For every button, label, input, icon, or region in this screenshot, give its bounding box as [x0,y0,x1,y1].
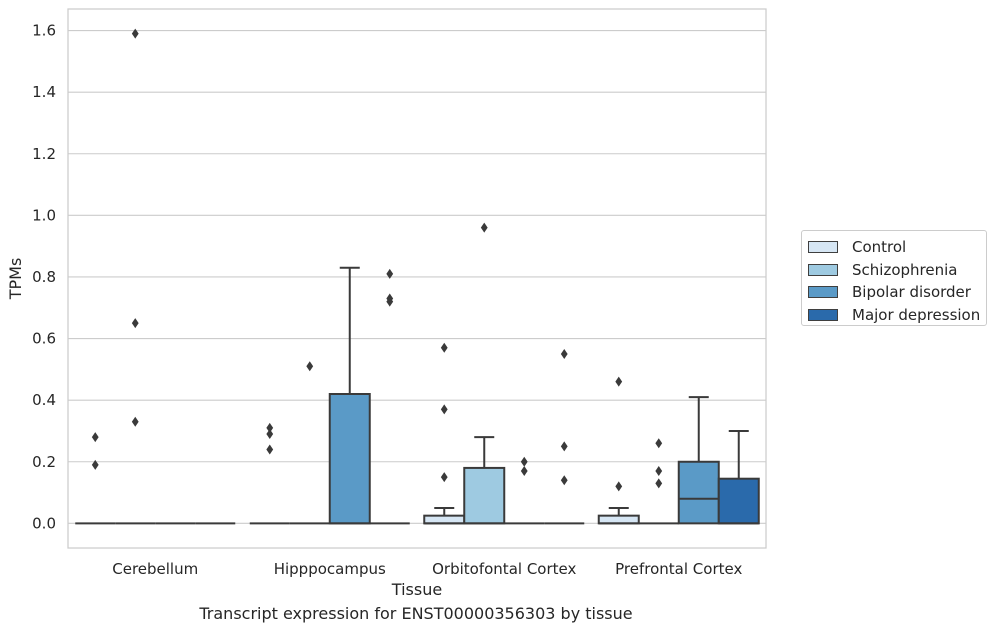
y-tick-label: 1.0 [32,206,56,224]
box-mark [328,266,371,525]
y-tick-labels: 0.0 0.2 0.4 0.6 0.8 1.0 1.2 1.4 1.6 [32,22,56,533]
outlier-point [520,456,528,467]
outlier-point [615,481,623,492]
outlier-point [131,318,139,329]
legend-swatch-control [808,241,838,254]
outlier-point [440,342,448,353]
x-axis-label: Tissue [391,580,442,599]
plot-background [68,9,766,548]
plot-frame [67,8,767,549]
box-mark [369,268,410,525]
legend-item-schizophrenia: Schizophrenia [808,259,986,282]
series-schizophrenia [115,28,679,525]
outlier-point [615,376,623,387]
box-mark [289,361,330,525]
box-body [597,514,640,525]
y-axis-label: TPMs [6,258,25,301]
box-mark [75,432,116,525]
box-mark [544,348,585,525]
legend-label-control: Control [852,238,907,257]
legend-label-bipolar: Bipolar disorder [852,283,971,302]
y-tick-label: 0.8 [32,268,56,286]
x-tick-label: Orbitofontal Cortex [432,560,576,578]
legend-label-major-depression: Major depression [852,305,981,324]
box-mark [504,456,545,525]
outlier-point [560,348,568,359]
box-mark [717,429,760,525]
grid-lines [68,30,766,524]
legend: Control Schizophrenia Bipolar disorder M… [801,230,987,326]
box-mark [677,396,720,525]
box-body [423,514,466,525]
figure-caption: Transcript expression for ENST0000035630… [199,604,633,623]
y-tick-label: 0.6 [32,330,56,348]
y-tick-label: 1.4 [32,83,56,101]
y-tick-label: 0.4 [32,391,56,409]
outlier-point [655,478,663,489]
series-bipolar-disorder [155,266,720,525]
outlier-point [131,416,139,427]
outlier-point [266,422,274,433]
outlier-point [386,268,394,279]
outlier-point [386,296,394,307]
outlier-point [480,222,488,233]
box-mark [115,28,156,525]
outlier-point [91,432,99,443]
box-series [75,28,760,525]
box-plot-chart: 0.0 0.2 0.4 0.6 0.8 1.0 1.2 1.4 1.6 Cerebellum Hi… [6,8,767,599]
box-mark [249,422,290,525]
outlier-point [560,475,568,486]
outlier-point [266,444,274,455]
x-tick-label: Hipppocampus [274,560,386,578]
box-mark [463,222,506,525]
outlier-point [560,441,568,452]
box-mark [638,438,679,525]
outlier-point [131,28,139,39]
series-control [75,342,640,525]
legend-label-schizophrenia: Schizophrenia [852,260,958,279]
outlier-point [655,466,663,476]
y-tick-label: 0.2 [32,453,56,471]
x-tick-label: Cerebellum [112,560,198,578]
legend-item-control: Control [808,236,986,259]
legend-swatch-bipolar [808,286,838,299]
outlier-point [306,361,314,372]
legend-item-bipolar: Bipolar disorder [808,281,986,304]
outlier-point [266,429,274,440]
y-tick-label: 0.0 [32,514,56,532]
outlier-point [440,472,448,483]
legend-swatch-major-depression [808,308,838,321]
legend-item-major-depression: Major depression [808,304,986,327]
outlier-point [440,404,448,415]
x-tick-labels: Cerebellum Hipppocampus Orbitofontal Corte… [112,560,742,578]
box-body [463,466,506,525]
outlier-point [91,459,99,470]
y-tick-label: 1.2 [32,145,56,163]
outlier-point [520,466,528,476]
box-body [677,460,720,525]
box-body [328,393,371,525]
outlier-point [655,438,663,449]
box-body [717,477,760,525]
y-tick-label: 1.6 [32,22,56,40]
series-major-depression [195,268,760,525]
x-tick-label: Prefrontal Cortex [615,560,742,578]
legend-swatch-schizophrenia [808,263,838,276]
box-mark [597,376,640,525]
